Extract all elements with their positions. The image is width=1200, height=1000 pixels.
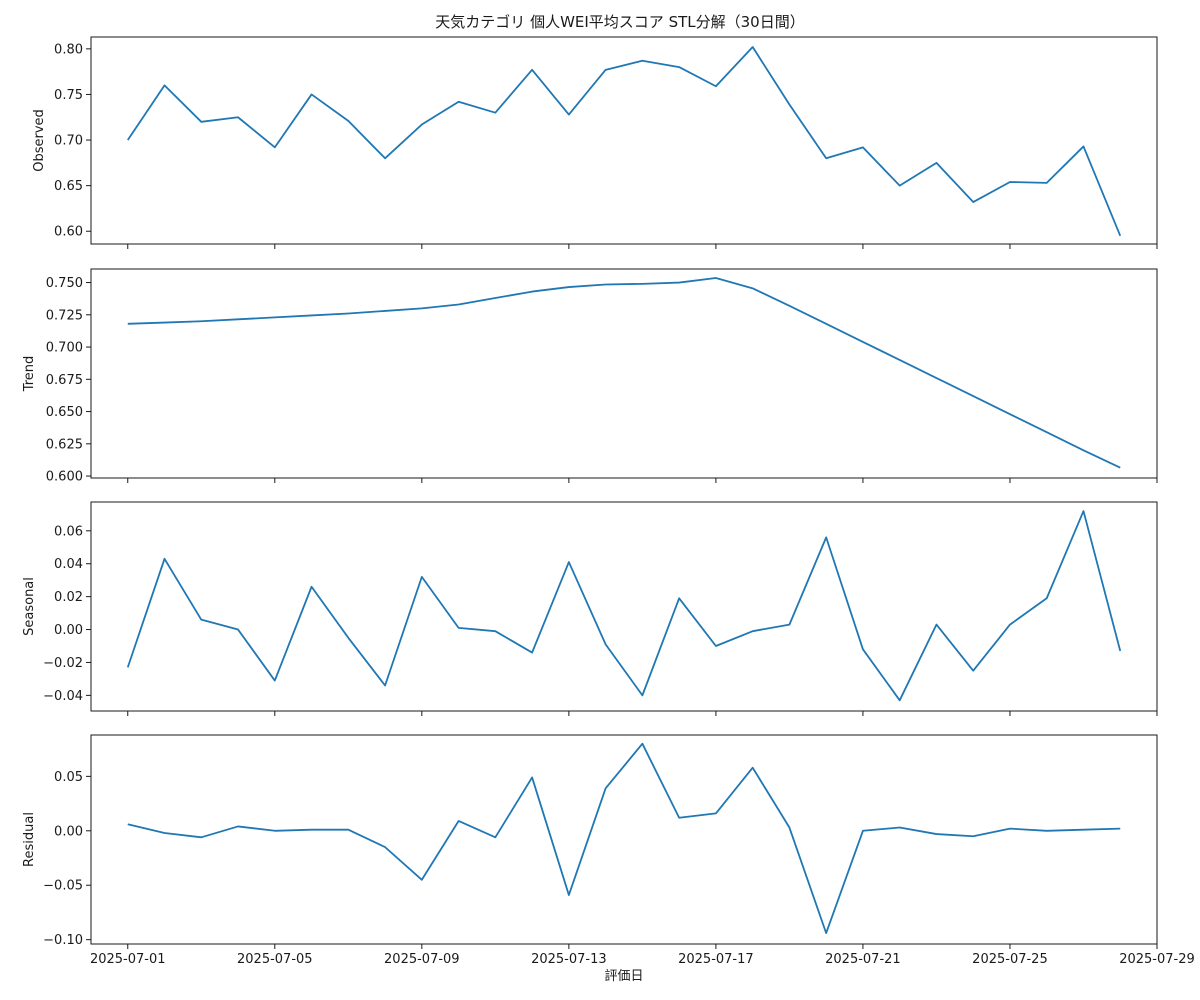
y-tick-label: 0.00: [54, 623, 83, 638]
x-axis-label: 評価日: [604, 969, 643, 984]
panel-seasonal: −0.04 −0.02 0.00 0.02 0.04 0.06 Seasonal: [22, 501, 1158, 716]
y-tick-label: −0.02: [43, 656, 83, 671]
x-tick-label: 2025-07-09: [384, 952, 460, 967]
y-axis-label: Residual: [22, 812, 37, 867]
y-tick-label: 0.65: [54, 179, 83, 194]
x-tick-label: 2025-07-01: [90, 952, 166, 967]
chart-title: 天気カテゴリ 個人WEI平均スコア STL分解（30日間）: [435, 13, 804, 31]
series-line-trend: [127, 277, 1121, 469]
y-tick-label: 0.70: [54, 134, 83, 149]
panel-frame: [90, 501, 1158, 712]
x-tick-label: 2025-07-29: [1119, 952, 1195, 967]
y-tick-label: 0.75: [54, 88, 83, 103]
panel-frame: [90, 268, 1158, 479]
panel-frame: [90, 36, 1158, 245]
y-tick-label: 0.725: [46, 308, 83, 323]
x-tick-label: 2025-07-13: [531, 952, 607, 967]
y-tick-label: 0.600: [46, 470, 83, 485]
panel-frame: [90, 734, 1158, 945]
y-tick-label: 0.60: [54, 225, 83, 240]
panel-observed: 0.60 0.65 0.70 0.75 0.80 Observed: [32, 36, 1158, 249]
y-axis-label: Observed: [32, 109, 47, 172]
panel-residual: −0.10 −0.05 0.00 0.05 2025-07-01 2025-07-05 20…: [22, 734, 1195, 967]
x-tick-label: 2025-07-17: [678, 952, 754, 967]
y-tick-label: 0.06: [54, 524, 83, 539]
series-line-seasonal: [126, 510, 1122, 702]
y-tick-label: 0.00: [54, 824, 83, 839]
y-tick-label: 0.650: [46, 405, 83, 420]
y-tick-label: 0.675: [46, 373, 83, 388]
y-tick-label: −0.05: [43, 879, 83, 894]
panel-trend: 0.600 0.625 0.650 0.675 0.700 0.725 0.750 Trend: [22, 268, 1158, 485]
y-tick-label: 0.625: [46, 437, 83, 452]
series-line-residual: [127, 742, 1121, 935]
y-tick-label: 0.05: [54, 770, 83, 785]
y-axis-label: Trend: [22, 356, 37, 393]
x-tick-label: 2025-07-25: [972, 952, 1048, 967]
y-tick-label: 0.700: [46, 341, 83, 356]
panels: 0.600.650.700.750.80Observed0.6000.6250.…: [22, 36, 1195, 967]
y-tick-label: −0.10: [43, 933, 83, 948]
series-line-observed: [127, 46, 1122, 237]
y-axis-label: Seasonal: [22, 577, 37, 636]
y-tick-label: −0.04: [43, 689, 83, 704]
y-tick-label: 0.02: [54, 590, 83, 605]
y-tick-label: 0.750: [46, 276, 83, 291]
y-tick-label: 0.04: [54, 557, 83, 572]
y-tick-label: 0.80: [54, 42, 83, 57]
x-tick-label: 2025-07-21: [825, 952, 901, 967]
x-tick-label: 2025-07-05: [237, 952, 313, 967]
